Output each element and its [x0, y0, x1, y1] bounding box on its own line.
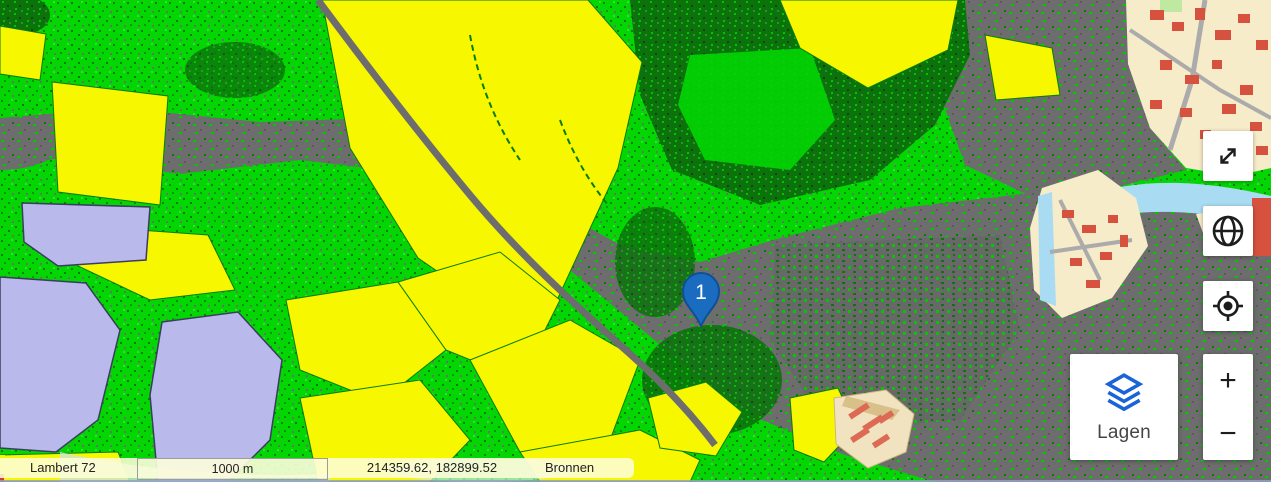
- bottom-edge-line: [0, 480, 1271, 482]
- zoom-out-button[interactable]: −: [1219, 416, 1237, 450]
- sources-link[interactable]: Bronnen: [545, 460, 595, 475]
- locate-crosshair-icon: [1213, 291, 1243, 321]
- zoom-panel: + −: [1203, 354, 1253, 460]
- layers-button-label: Lagen: [1097, 422, 1151, 443]
- projection-label: Lambert 72: [30, 460, 96, 475]
- marker-label: 1: [695, 281, 707, 304]
- fullscreen-button[interactable]: [1203, 131, 1253, 181]
- globe-icon: [1212, 215, 1244, 247]
- status-bar: Lambert 72 1000 m 214359.62, 182899.52 B…: [0, 458, 634, 480]
- mouse-coordinates: 214359.62, 182899.52: [366, 460, 498, 475]
- scale-bar: 1000 m: [137, 458, 328, 480]
- fullscreen-expand-icon: [1220, 148, 1236, 164]
- locate-button[interactable]: [1203, 281, 1253, 331]
- map-marker[interactable]: 1: [681, 272, 721, 329]
- globe-button[interactable]: [1203, 206, 1253, 256]
- layers-button[interactable]: Lagen: [1070, 354, 1178, 460]
- layers-icon: [1104, 373, 1144, 412]
- zoom-in-button[interactable]: +: [1219, 363, 1237, 397]
